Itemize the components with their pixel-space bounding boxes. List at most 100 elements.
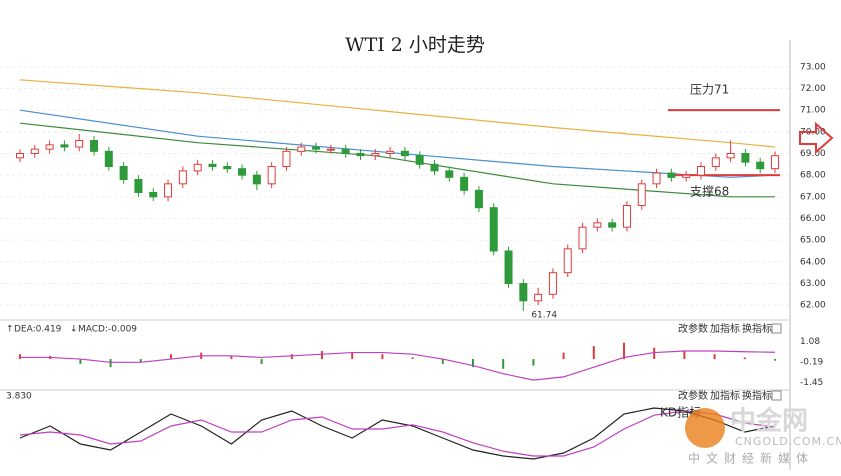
candle-body [75, 140, 84, 148]
candle-body [104, 150, 113, 167]
candle-body [548, 272, 557, 295]
macd-bar [381, 354, 384, 360]
candle-body [45, 144, 54, 150]
macd-bar [290, 354, 293, 360]
candle-body [60, 144, 69, 148]
candle-body [386, 150, 395, 154]
candle-body [16, 153, 24, 159]
button[interactable]: 加指标 [710, 322, 740, 335]
series-line [20, 350, 776, 381]
arrow-icon [799, 121, 834, 155]
candle-body [652, 172, 661, 185]
low-label: 61.74 [531, 310, 557, 320]
candle-body [223, 166, 232, 170]
candle-body [696, 166, 705, 176]
candle-body [164, 183, 173, 198]
y-tick-label: 69.00 [800, 149, 826, 159]
macd-bar [472, 359, 474, 368]
candle-body [282, 150, 291, 167]
macd-bar [623, 342, 625, 360]
candle-body [312, 146, 321, 150]
y-tick-label: 64.00 [800, 257, 826, 267]
button[interactable]: 换指标 [742, 389, 772, 402]
candle-body [771, 155, 779, 170]
series-line [19, 122, 775, 198]
candle-body [741, 153, 750, 163]
macd-bar [230, 355, 233, 360]
button[interactable]: 改参数 [678, 389, 708, 402]
candle-body [252, 174, 261, 185]
macd-bar [351, 352, 354, 360]
close-button[interactable] [771, 323, 782, 334]
legend-kd-value: 3.830 [6, 392, 32, 402]
y-tick-label: 67.00 [800, 192, 826, 202]
candle-body [371, 153, 380, 157]
macd-bar [170, 354, 172, 360]
candle-body [534, 293, 543, 302]
candle-body [608, 222, 617, 228]
chart-title: WTI 2 小时走势 [345, 34, 485, 56]
close-button[interactable] [771, 390, 782, 401]
candle-body [119, 166, 128, 180]
candle-body [149, 192, 158, 198]
macd-bar [79, 359, 82, 364]
y-tick-label: -1.45 [800, 378, 823, 388]
candle-body [326, 148, 335, 151]
macd-bar [743, 357, 746, 360]
watermark: 中文财经新媒体 [688, 451, 814, 466]
candle-body [356, 153, 365, 157]
candle-body [90, 140, 99, 152]
candle-body [341, 148, 350, 155]
legend-dea: DEA:0.419 [14, 325, 62, 335]
series-line [19, 79, 776, 148]
y-tick-label: 63.00 [800, 279, 826, 289]
candle-body [593, 222, 602, 228]
macd-bar [321, 350, 323, 360]
candle-body [504, 250, 513, 284]
candle-body [238, 168, 247, 176]
macd-bar [19, 354, 21, 360]
candle-body [563, 248, 572, 274]
candle-body [267, 166, 276, 185]
macd-bar [713, 354, 716, 360]
macd-bar [532, 359, 535, 366]
macd-bar [260, 359, 263, 364]
macd-bar [441, 359, 444, 364]
candle-body [460, 176, 469, 191]
macd-bar [139, 359, 142, 363]
button[interactable]: 加指标 [710, 389, 740, 402]
legend-macd: MACD:-0.009 [78, 325, 137, 335]
candle-body [30, 148, 39, 155]
button[interactable]: 改参数 [678, 322, 708, 335]
y-tick-label: 72.00 [800, 84, 826, 94]
candle-body [667, 172, 676, 178]
candle-body [756, 161, 765, 170]
y-tick-label: 62.00 [800, 301, 826, 311]
candle-body [178, 170, 187, 185]
button[interactable]: 换指标 [742, 322, 772, 335]
candle-body [208, 163, 217, 167]
y-tick-label: 68.00 [800, 171, 826, 181]
macd-bar [562, 352, 565, 360]
y-tick-label: -0.19 [800, 358, 824, 368]
macd-bar [411, 357, 414, 360]
candle-body [430, 163, 439, 172]
candle-body [711, 157, 720, 167]
series-line [19, 109, 776, 178]
arrow-up: ↑ [6, 325, 14, 335]
watermark: CNGOLD.COM.CN [735, 435, 841, 448]
candle-body [489, 207, 498, 252]
y-tick-label: 66.00 [800, 214, 826, 224]
macd-bar [592, 346, 595, 360]
candle-body [400, 150, 409, 157]
y-tick-label: 1.08 [800, 337, 820, 347]
candle-body [519, 283, 528, 302]
candle-body [637, 183, 646, 206]
candle-body [415, 155, 424, 165]
candle-body [134, 179, 143, 193]
candle-body [578, 226, 587, 250]
series-line [19, 410, 776, 457]
candle-body [193, 163, 202, 172]
macd-bar [502, 359, 505, 369]
